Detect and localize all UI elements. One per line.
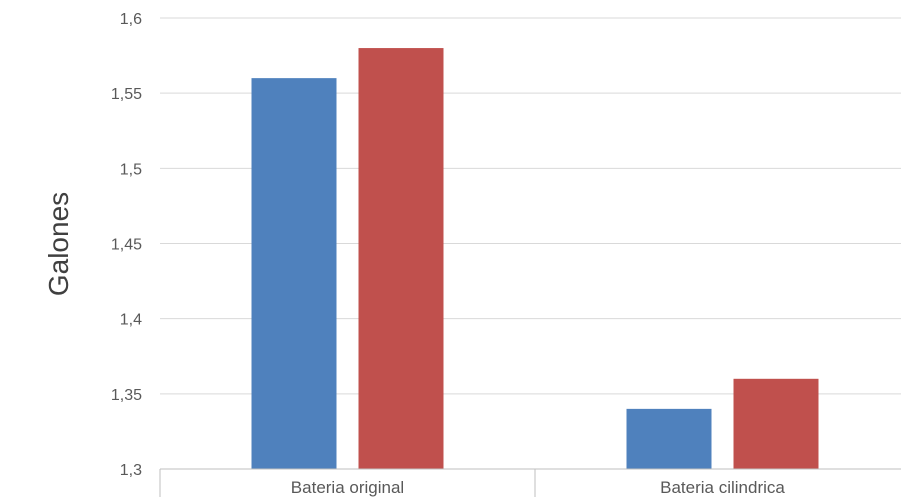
y-tick-label: 1,55 (111, 86, 142, 103)
bar (251, 78, 337, 469)
y-tick-label: 1,35 (111, 387, 142, 404)
bars (251, 48, 819, 470)
y-tick-label: 1,6 (120, 11, 142, 28)
bar (626, 408, 712, 469)
y-axis-title: Galones (43, 192, 74, 296)
y-tick-labels: 1,3 1,35 1,4 1,45 1,5 1,55 1,6 (111, 11, 142, 479)
category-label: Bateria cilindrica (660, 478, 785, 497)
category-labels: Bateria original Bateria cilindrica (291, 478, 786, 497)
bar (358, 48, 444, 470)
y-tick-label: 1,4 (120, 312, 142, 329)
y-tick-label: 1,5 (120, 161, 142, 178)
x-axis (159, 468, 901, 497)
category-label: Bateria original (291, 478, 404, 497)
y-tick-label: 1,3 (120, 462, 142, 479)
y-tick-label: 1,45 (111, 237, 142, 254)
bar (733, 378, 819, 469)
